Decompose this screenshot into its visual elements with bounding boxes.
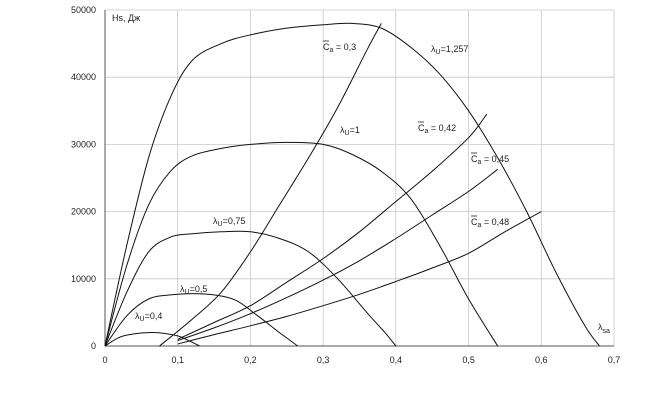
x-tick-label: 0,6 [535, 355, 548, 365]
series-label-2: λU=0,75 [213, 216, 245, 228]
y-tick-label: 0 [91, 341, 96, 351]
y-axis-label: Hs, Дж [112, 13, 140, 23]
x-axis-label: λsa [598, 322, 610, 335]
series-label-8: Ca = 0,48 [471, 217, 509, 229]
series-line-4 [104, 22, 600, 347]
y-tick-label: 30000 [71, 139, 96, 149]
series-label-3: λU=1 [340, 125, 360, 137]
series-line-6 [177, 113, 488, 340]
series-line-7 [177, 168, 499, 342]
x-tick-label: 0 [102, 355, 107, 365]
series-line-8 [177, 211, 542, 345]
series-labels: λU=0,4 λU=0,5 λU=0,75 λU=1 λU=1,257 Ca = 0,3 C… [135, 40, 509, 323]
y-tick-label: 40000 [71, 72, 96, 82]
series-label-5: Ca = 0,3 [323, 42, 356, 54]
tick-labels: 0 0,1 0,2 0,3 0,4 0,5 0,6 0,7 0 10000 20000 30000 40… [71, 5, 620, 365]
series-label-7: Ca = 0,45 [471, 154, 509, 166]
y-tick-label: 20000 [71, 207, 96, 217]
grid [104, 9, 615, 347]
series-label-6: Ca = 0,42 [418, 123, 456, 135]
x-tick-label: 0,5 [462, 355, 475, 365]
y-tick-label: 50000 [71, 5, 96, 15]
x-tick-label: 0,2 [244, 355, 257, 365]
y-tick-label: 10000 [71, 274, 96, 284]
series-line-3 [104, 141, 499, 347]
x-tick-label: 0,4 [390, 355, 403, 365]
series-lines [104, 22, 600, 347]
axes [104, 10, 614, 347]
series-line-5 [159, 23, 382, 347]
x-tick-label: 0,7 [608, 355, 621, 365]
series-line-0 [104, 332, 200, 347]
series-line-1 [104, 293, 298, 347]
series-line-2 [104, 230, 397, 347]
x-tick-label: 0,3 [317, 355, 330, 365]
series-label-1: λU=0,5 [180, 284, 207, 296]
series-label-0: λU=0,4 [135, 311, 162, 323]
series-label-4: λU=1,257 [431, 44, 468, 56]
x-tick-label: 0,1 [171, 355, 184, 365]
